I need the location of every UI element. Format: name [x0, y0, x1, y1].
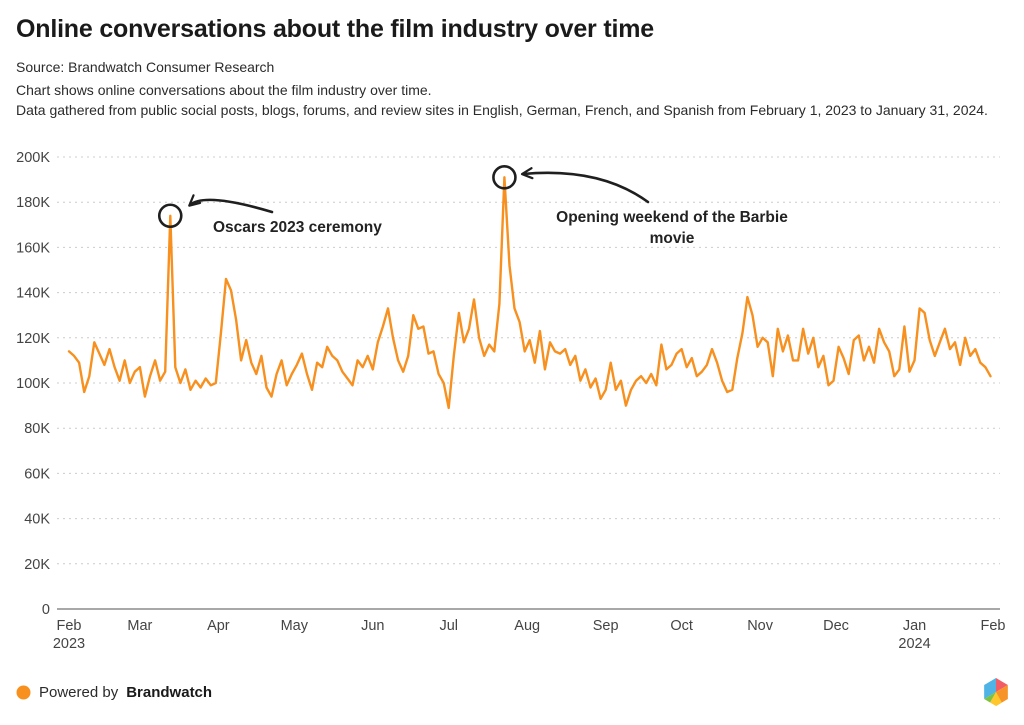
x-axis-label: Jul — [439, 618, 458, 634]
annotation-arrow — [520, 167, 650, 204]
annotation-circle — [157, 203, 183, 229]
y-axis-label: 120K — [16, 331, 50, 347]
x-axis-label: Dec — [823, 618, 849, 634]
annotation-label: movie — [650, 230, 695, 247]
annotation-label: Oscars 2023 ceremony — [213, 219, 382, 236]
annotation-circle — [492, 165, 517, 190]
brand-dot — [16, 685, 31, 700]
x-axis-label: Sep — [593, 618, 619, 634]
y-axis-label: 140K — [16, 286, 50, 302]
y-axis-label: 180K — [16, 195, 50, 211]
x-axis-label: Feb — [57, 618, 82, 634]
brand-name-label: Brandwatch — [126, 684, 213, 701]
page-title: Online conversations about the film indu… — [16, 15, 654, 43]
y-axis-label: 20K — [24, 557, 50, 573]
x-axis-year-label: 2024 — [898, 636, 930, 652]
annotation-arrow — [188, 194, 274, 214]
powered-by-label: Powered by — [39, 684, 119, 701]
brandwatch-hexagon-logo-icon — [984, 678, 1008, 706]
x-axis-label: Jan — [903, 618, 926, 634]
brand-dot-icon — [16, 685, 31, 700]
x-axis-label: Oct — [670, 618, 693, 634]
y-axis-label: 40K — [24, 512, 50, 528]
annotation-label: Opening weekend of the Barbie — [556, 209, 788, 226]
powered-by-footer: Powered by Brandwatch — [16, 684, 212, 701]
series-line — [67, 176, 992, 410]
x-axis-year-label: 2023 — [53, 636, 85, 652]
y-axis-label: 200K — [16, 150, 50, 166]
x-axis-label: Apr — [207, 618, 230, 634]
y-axis-label: 60K — [24, 466, 50, 482]
y-axis-label: 0 — [42, 602, 50, 618]
x-axis-label: May — [281, 618, 309, 634]
logo-segment-yellow — [990, 692, 1002, 706]
x-axis-label: Mar — [127, 618, 152, 634]
x-axis-label: Feb — [981, 618, 1006, 634]
logo-segment-green — [984, 692, 996, 703]
logo-segment-coral — [996, 678, 1008, 692]
source-caption: Source: Brandwatch Consumer Research — [16, 59, 275, 75]
x-axis-label: Jun — [361, 618, 384, 634]
x-axis-label: Nov — [747, 618, 774, 634]
y-axis-label: 80K — [24, 421, 50, 437]
chart-description-line1: Chart shows online conversations about t… — [16, 82, 432, 98]
chart-description-line2: Data gathered from public social posts, … — [16, 102, 988, 118]
logo-segment-blue — [984, 678, 996, 699]
x-axis-label: Aug — [514, 618, 540, 634]
y-axis-label: 160K — [16, 240, 50, 256]
y-axis-label: 100K — [16, 376, 50, 392]
